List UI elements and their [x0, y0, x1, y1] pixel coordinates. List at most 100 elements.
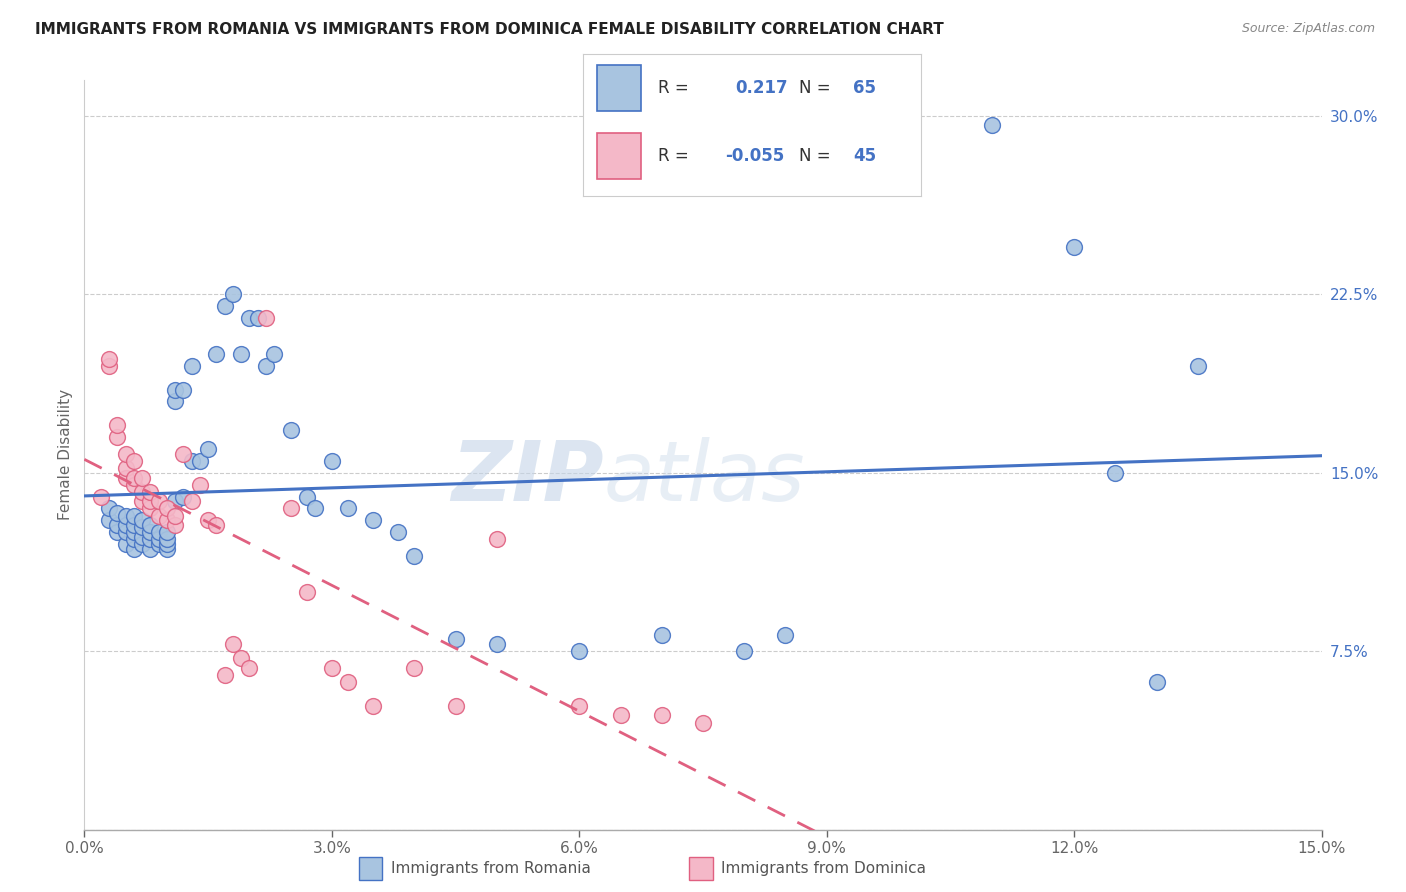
Point — [188, 454, 211, 468]
Point — [692, 715, 714, 730]
Point — [156, 501, 179, 516]
Point — [238, 661, 260, 675]
Text: -0.055: -0.055 — [725, 147, 785, 165]
Point — [105, 518, 128, 533]
Point — [229, 347, 252, 361]
Point — [1187, 359, 1209, 373]
Point — [114, 461, 136, 475]
Point — [122, 541, 145, 556]
Point — [156, 537, 179, 551]
Point — [222, 287, 245, 301]
Point — [485, 637, 508, 651]
Point — [156, 541, 179, 556]
Point — [337, 501, 360, 516]
Point — [295, 584, 318, 599]
Point — [98, 501, 121, 516]
Text: Immigrants from Dominica: Immigrants from Dominica — [721, 862, 927, 876]
Point — [775, 627, 797, 641]
Text: 45: 45 — [853, 147, 876, 165]
Point — [172, 490, 194, 504]
Point — [139, 494, 162, 508]
Point — [156, 513, 179, 527]
Point — [122, 470, 145, 484]
Point — [122, 525, 145, 540]
Point — [180, 454, 202, 468]
Point — [139, 541, 162, 556]
Point — [197, 442, 219, 456]
Point — [263, 347, 285, 361]
Point — [197, 513, 219, 527]
Point — [114, 447, 136, 461]
Point — [165, 518, 187, 533]
Point — [337, 675, 360, 690]
Point — [280, 501, 302, 516]
Point — [148, 508, 170, 523]
Point — [105, 525, 128, 540]
Point — [172, 447, 194, 461]
Point — [114, 470, 136, 484]
Point — [122, 508, 145, 523]
Point — [165, 508, 187, 523]
Point — [139, 484, 162, 499]
Point — [980, 119, 1002, 133]
Point — [568, 644, 591, 658]
Point — [180, 494, 202, 508]
Point — [295, 490, 318, 504]
Point — [131, 530, 153, 544]
Point — [444, 698, 467, 713]
Y-axis label: Female Disability: Female Disability — [58, 389, 73, 521]
Point — [188, 477, 211, 491]
Point — [165, 394, 187, 409]
Point — [205, 518, 228, 533]
Point — [485, 533, 508, 547]
Point — [131, 494, 153, 508]
Point — [139, 501, 162, 516]
Point — [98, 513, 121, 527]
Point — [105, 430, 128, 444]
Point — [90, 490, 112, 504]
Point — [214, 668, 236, 682]
Point — [254, 359, 277, 373]
Point — [131, 470, 153, 484]
Text: atlas: atlas — [605, 437, 806, 518]
Point — [321, 454, 343, 468]
Point — [404, 549, 426, 563]
Point — [304, 501, 326, 516]
Point — [131, 520, 153, 534]
Point — [114, 508, 136, 523]
Text: IMMIGRANTS FROM ROMANIA VS IMMIGRANTS FROM DOMINICA FEMALE DISABILITY CORRELATIO: IMMIGRANTS FROM ROMANIA VS IMMIGRANTS FR… — [35, 22, 943, 37]
Point — [122, 518, 145, 533]
Point — [609, 708, 631, 723]
Point — [214, 299, 236, 313]
Point — [172, 383, 194, 397]
Point — [148, 537, 170, 551]
Point — [254, 311, 277, 326]
Point — [105, 418, 128, 433]
Point — [387, 525, 409, 540]
Point — [280, 423, 302, 437]
Point — [105, 506, 128, 520]
Text: N =: N = — [800, 78, 831, 96]
Point — [238, 311, 260, 326]
Point — [114, 525, 136, 540]
Text: ZIP: ZIP — [451, 437, 605, 518]
Point — [122, 533, 145, 547]
FancyBboxPatch shape — [598, 134, 641, 179]
Point — [205, 347, 228, 361]
Point — [114, 537, 136, 551]
Point — [98, 351, 121, 366]
Text: 65: 65 — [853, 78, 876, 96]
Point — [1104, 466, 1126, 480]
Point — [131, 513, 153, 527]
Point — [165, 494, 187, 508]
Point — [148, 494, 170, 508]
Point — [222, 637, 245, 651]
Point — [1146, 675, 1168, 690]
Point — [651, 627, 673, 641]
Point — [180, 359, 202, 373]
Point — [165, 383, 187, 397]
Point — [139, 518, 162, 533]
Point — [361, 698, 384, 713]
Point — [131, 484, 153, 499]
Point — [122, 454, 145, 468]
